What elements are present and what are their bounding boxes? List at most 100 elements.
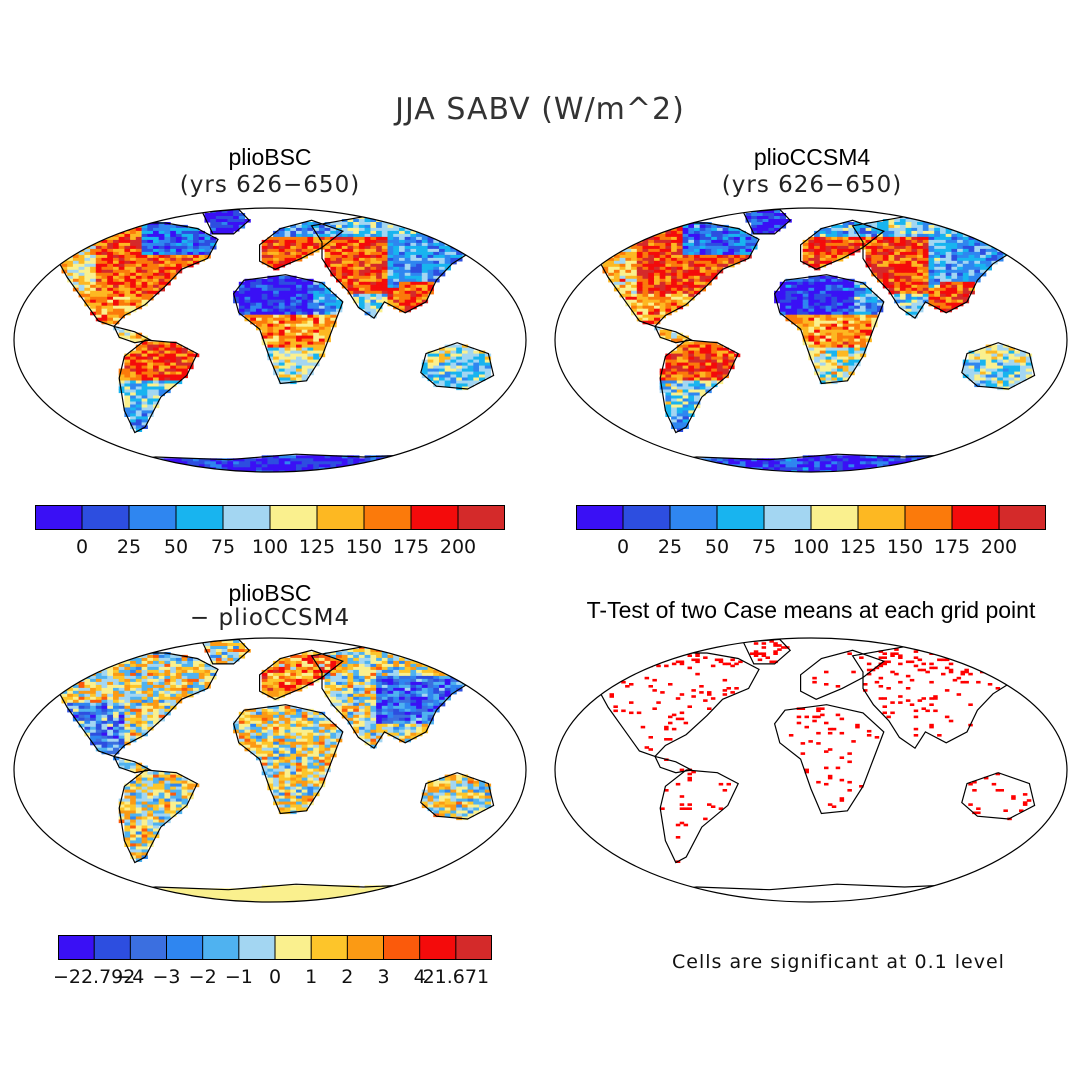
colorbar-tick-label: 4	[413, 966, 426, 988]
coastline-south-america	[118, 769, 198, 864]
map-border	[13, 637, 527, 903]
colorbar-swatch	[130, 935, 167, 960]
colorbar-swatch	[238, 935, 276, 960]
colorbar-tick-label: 50	[704, 536, 730, 558]
colorbar-swatch	[166, 935, 203, 960]
coastline-greenland	[742, 638, 792, 665]
colorbar-swatch	[858, 505, 906, 530]
colorbar-tick-label: 175	[392, 536, 430, 558]
colorbar-swatch	[311, 935, 348, 960]
colorbar-swatch	[35, 505, 83, 530]
colorbar-tick-label: 200	[439, 536, 477, 558]
panel-2-map	[554, 207, 1068, 473]
colorbar-tick-label: 0	[75, 536, 89, 558]
colorbar-tick-label: 25	[657, 536, 683, 558]
colorbar-tick-label: 2	[341, 966, 354, 988]
colorbar-tick-label: 175	[933, 536, 971, 558]
colorbar-swatch	[455, 935, 492, 960]
colorbar-swatch	[411, 505, 459, 530]
coastline-africa	[232, 704, 344, 815]
panel-2-title: plioCCSM4	[753, 144, 871, 170]
colorbar-swatch	[58, 935, 95, 960]
coastline-antarctica	[633, 883, 999, 902]
colorbar-swatch	[176, 505, 224, 530]
colorbar-swatch	[811, 505, 859, 530]
colorbar-tick-label: 150	[886, 536, 924, 558]
colorbar-swatch	[317, 505, 365, 530]
panel-1-colorbar	[35, 505, 505, 530]
coastline-australia	[961, 772, 1036, 820]
colorbar-swatch	[383, 935, 420, 960]
figure-title: JJA SABV (W/m^2)	[395, 92, 685, 127]
colorbar-tick-label: −4	[116, 966, 145, 988]
colorbar-swatch	[764, 505, 812, 530]
colorbar-tick-label: 21.671	[422, 966, 490, 988]
coastline-south-america	[659, 769, 739, 864]
panel-4-map	[554, 637, 1068, 903]
colorbar-swatch	[364, 505, 412, 530]
map-border	[13, 207, 527, 473]
colorbar-swatch	[275, 935, 312, 960]
map-cells	[590, 640, 1032, 863]
colorbar-tick-label: −2	[188, 966, 217, 988]
map-cells	[50, 640, 492, 902]
colorbar-tick-label: 100	[792, 536, 830, 558]
map-cells	[591, 210, 1033, 472]
panel-3-colorbar	[58, 935, 492, 960]
colorbar-swatch	[576, 505, 624, 530]
panel-3-subtitle: − plioCCSM4	[189, 605, 351, 631]
significance-note: Cells are significant at 0.1 level	[672, 951, 1005, 973]
colorbar-tick-label: 1	[305, 966, 318, 988]
panel-4-title: T-Test of two Case means at each grid po…	[586, 597, 1036, 623]
colorbar-tick-label: 200	[980, 536, 1018, 558]
colorbar-swatch	[419, 935, 457, 960]
coastline-north-america	[586, 652, 760, 758]
colorbar-swatch	[623, 505, 671, 530]
coastline-africa	[773, 274, 885, 385]
colorbar-swatch	[347, 935, 384, 960]
colorbar-swatch	[952, 505, 1000, 530]
panel-1-subtitle: (yrs 626−650)	[179, 172, 361, 198]
coastline-australia	[961, 342, 1036, 390]
colorbar-tick-label: 100	[251, 536, 289, 558]
colorbar-tick-label: 125	[839, 536, 877, 558]
coastline-africa	[773, 704, 885, 815]
map-border	[554, 637, 1068, 903]
colorbar-tick-label: 50	[163, 536, 189, 558]
colorbar-tick-label: 150	[345, 536, 383, 558]
panel-3-title: plioBSC	[228, 580, 312, 606]
panel-1-map	[13, 207, 527, 473]
colorbar-tick-label: 75	[210, 536, 236, 558]
coastline-south-america	[118, 339, 198, 434]
panel-3-map	[13, 637, 527, 903]
colorbar-tick-label: −3	[152, 966, 181, 988]
colorbar-swatch	[202, 935, 240, 960]
colorbar-swatch	[129, 505, 177, 530]
colorbar-swatch	[270, 505, 318, 530]
colorbar-tick-label: −1	[224, 966, 253, 988]
coastline-south-america	[659, 339, 739, 434]
colorbar-swatch	[458, 505, 505, 530]
colorbar-swatch	[223, 505, 271, 530]
colorbar-tick-label: 125	[298, 536, 336, 558]
panel-2-subtitle: (yrs 626−650)	[721, 172, 903, 198]
colorbar-swatch	[717, 505, 765, 530]
coastline-australia	[420, 772, 495, 820]
colorbar-tick-label: −22.792	[52, 966, 136, 988]
colorbar-swatch	[94, 935, 131, 960]
map-border	[554, 207, 1068, 473]
colorbar-swatch	[999, 505, 1046, 530]
colorbar-swatch	[905, 505, 953, 530]
colorbar-swatch	[82, 505, 130, 530]
colorbar-tick-label: 3	[377, 966, 390, 988]
map-cells	[50, 210, 492, 472]
colorbar-tick-label: 25	[116, 536, 142, 558]
coastline-australia	[420, 342, 495, 390]
colorbar-tick-label: 75	[751, 536, 777, 558]
colorbar-swatch	[670, 505, 718, 530]
coastline-africa	[232, 274, 344, 385]
panel-1-title: plioBSC	[228, 144, 312, 170]
colorbar-tick-label: 0	[616, 536, 630, 558]
panel-2-colorbar	[576, 505, 1046, 530]
